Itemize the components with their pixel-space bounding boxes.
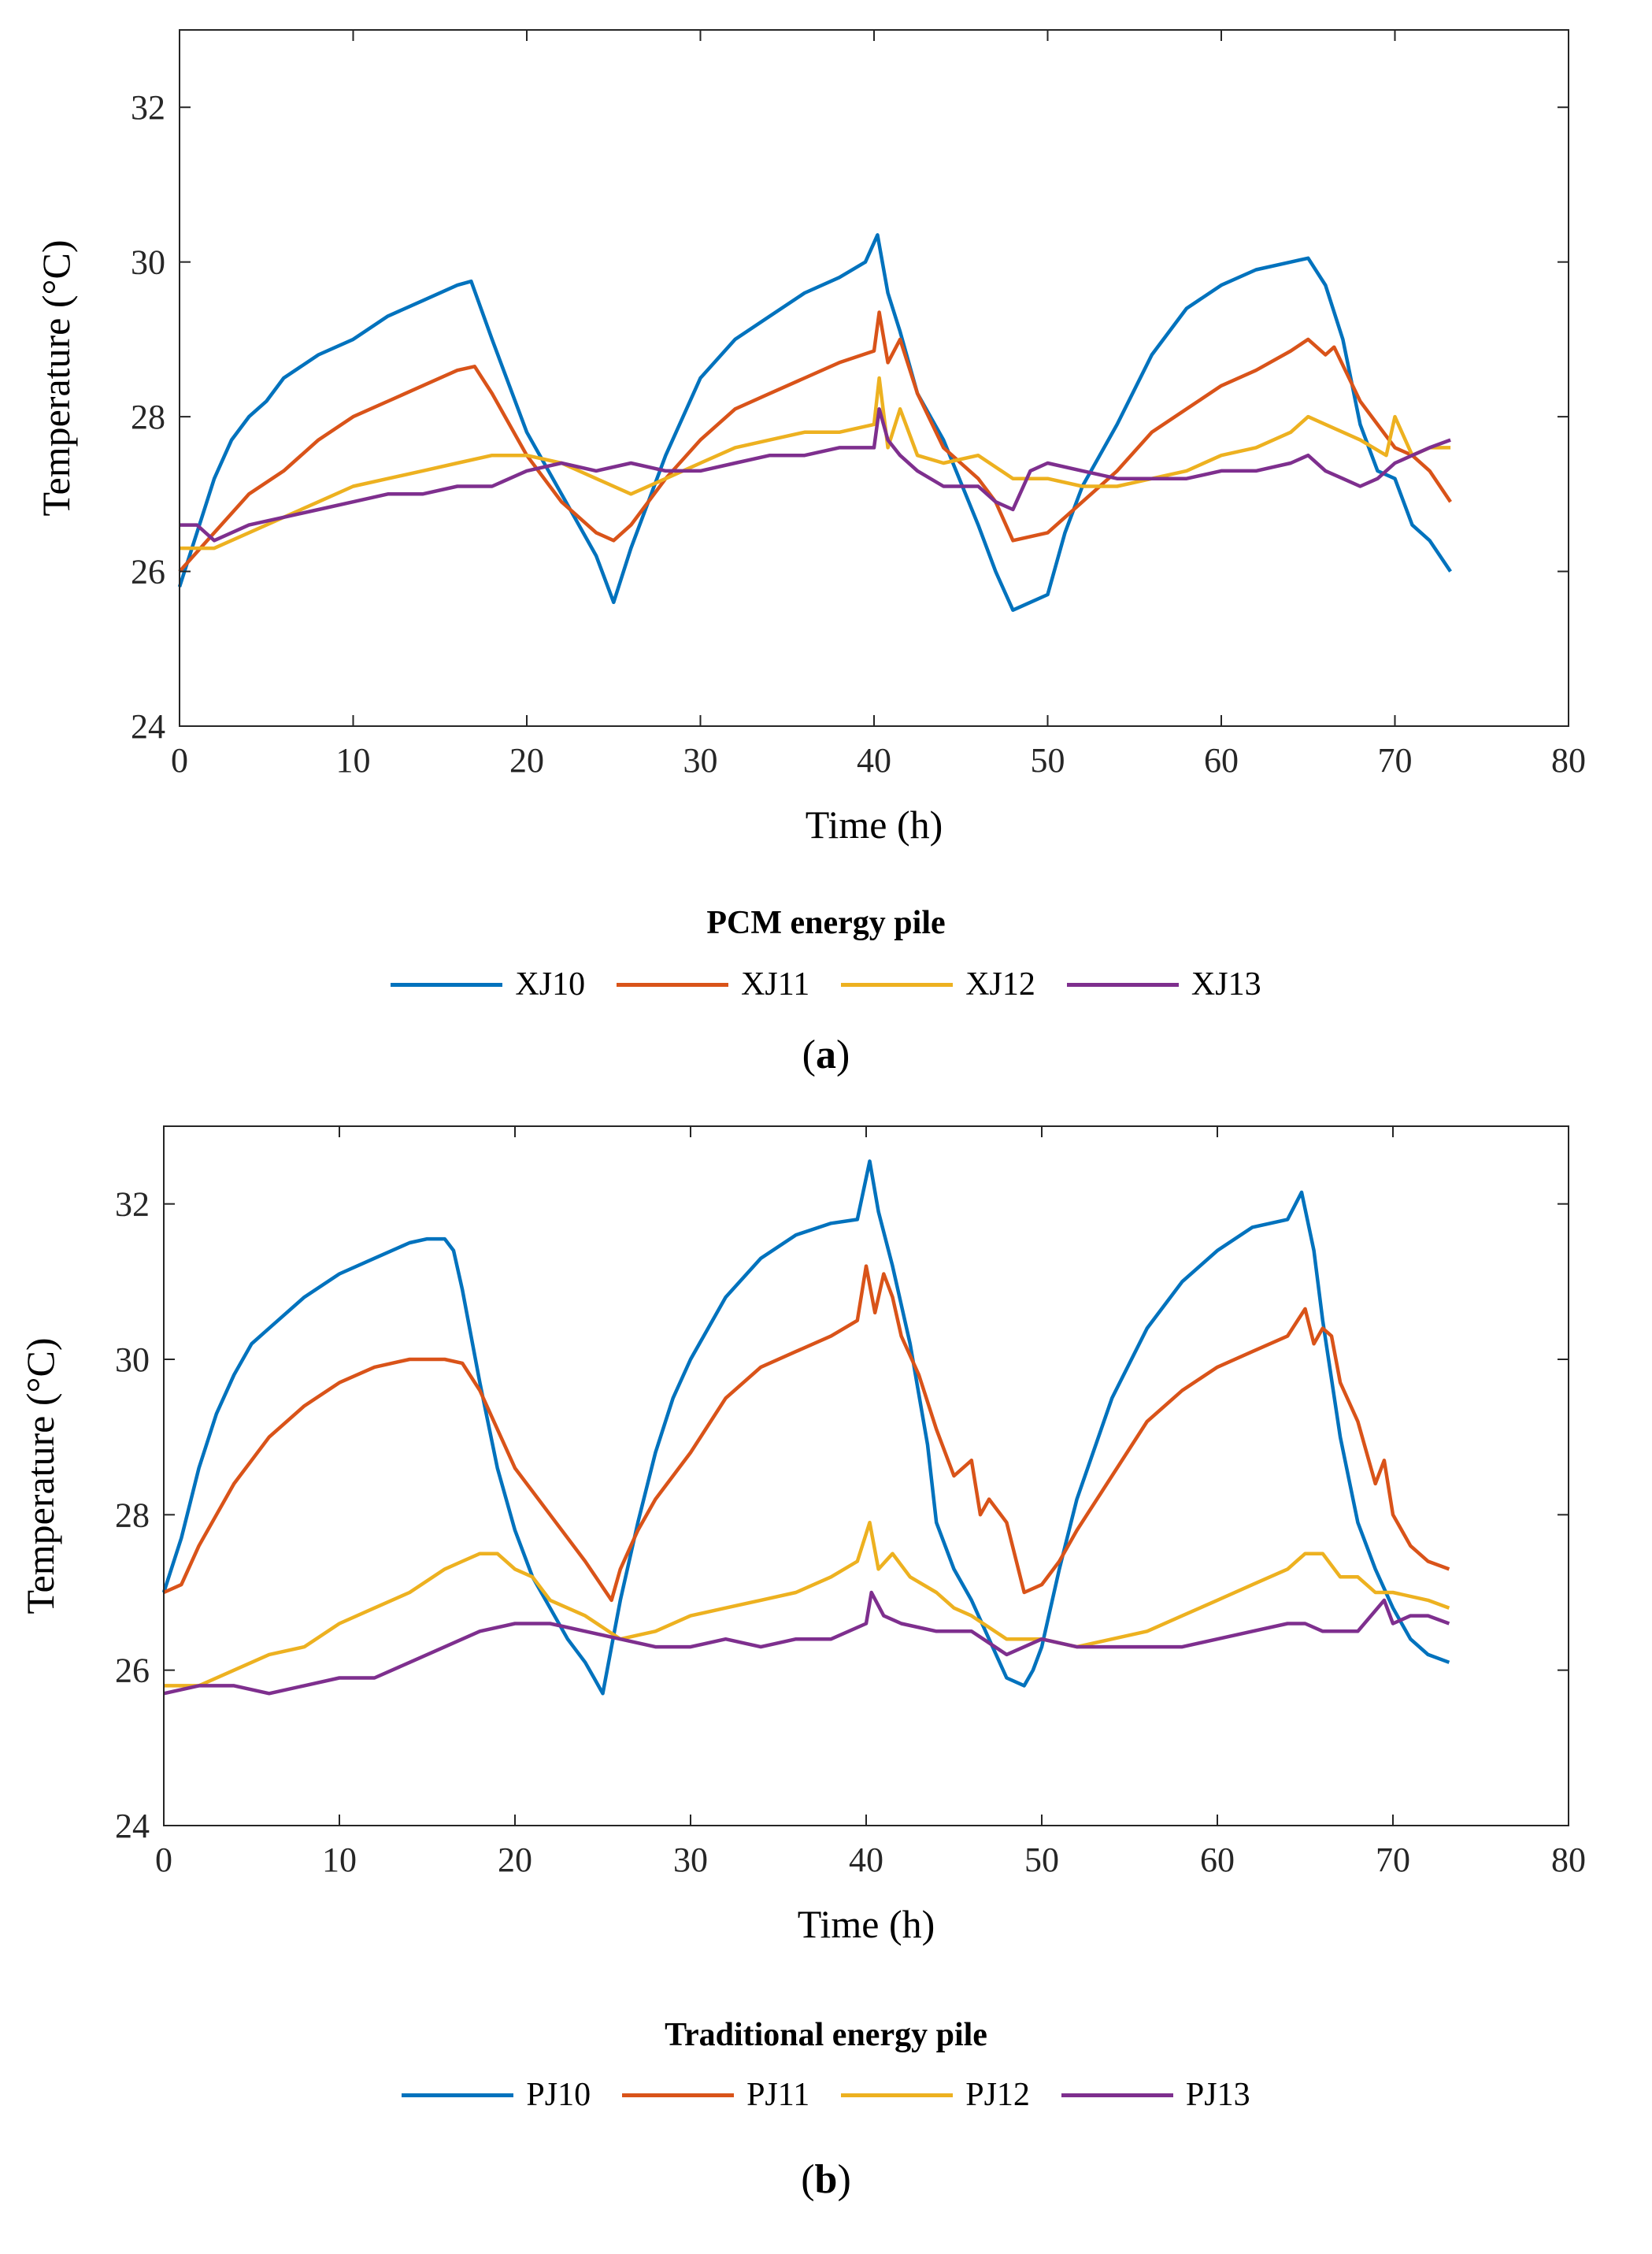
legend-item-xj10: XJ10 — [391, 966, 585, 1003]
legend-item-xj13: XJ13 — [1066, 966, 1261, 1003]
series-line-xj11 — [178, 310, 1452, 573]
y-tick-label: 28 — [115, 1496, 150, 1534]
series-line-xj13 — [180, 407, 1451, 543]
x-tick-label: 70 — [1376, 1841, 1410, 1879]
y-tick-label: 28 — [131, 398, 165, 436]
series-line-pj13 — [163, 1590, 1450, 1696]
axes-box — [163, 1125, 1569, 1826]
legend-item-xj12: XJ12 — [841, 966, 1035, 1003]
legend-item-pj10: PJ10 — [402, 2076, 591, 2114]
x-tick-label: 0 — [155, 1841, 172, 1879]
y-tick-label: 24 — [131, 707, 165, 746]
series-line-pj12 — [164, 1520, 1450, 1688]
x-tick-label: 0 — [171, 741, 188, 780]
legend-swatch — [617, 982, 729, 987]
legend-swatch — [1066, 982, 1179, 987]
legend-label: PJ10 — [526, 2077, 591, 2113]
legend-item-xj11: XJ11 — [617, 966, 809, 1003]
x-tick-label: 60 — [1204, 741, 1239, 780]
y-tick-label: 24 — [115, 1807, 150, 1845]
x-tick-label: 30 — [683, 741, 718, 780]
x-tick-label: 10 — [336, 741, 371, 780]
legend-label: PJ12 — [965, 2077, 1030, 2113]
legend-item-pj11: PJ11 — [622, 2076, 809, 2114]
legend-swatch — [1061, 2093, 1173, 2097]
panel-b: 0 10 20 30 40 50 60 70 80 24 26 28 30 32 Time (h) Tempe… — [0, 1118, 1652, 2254]
legend-item-pj13: PJ13 — [1061, 2076, 1250, 2114]
x-tick-label: 60 — [1200, 1841, 1235, 1879]
legend-swatch — [391, 982, 503, 987]
x-axis-label: Time (h) — [806, 803, 943, 847]
x-tick-label: 80 — [1551, 741, 1586, 780]
x-tick-label: 40 — [849, 1841, 883, 1879]
plot-lines — [177, 233, 1452, 612]
legend-item-pj12: PJ12 — [841, 2076, 1030, 2114]
y-axis-label: Temperature (°C) — [18, 1337, 62, 1614]
series-line-pj10 — [161, 1159, 1450, 1696]
y-tick-label: 32 — [131, 88, 165, 127]
legend-a: XJ10 XJ11 XJ12 XJ13 — [0, 966, 1652, 1003]
x-tick-label: 40 — [857, 741, 891, 780]
x-tick-label: 50 — [1024, 1841, 1059, 1879]
x-tick-label: 10 — [322, 1841, 357, 1879]
axes-box — [179, 29, 1569, 727]
x-tick-label: 20 — [498, 1841, 532, 1879]
x-tick-label: 30 — [673, 1841, 708, 1879]
y-axis-label: Temperature (°C) — [34, 239, 78, 516]
x-tick-label: 20 — [509, 741, 544, 780]
panel-caption-a: (a) — [802, 1032, 850, 1077]
legend-title-a: PCM energy pile — [706, 905, 946, 941]
legend-swatch — [841, 982, 954, 987]
legend-label: XJ12 — [965, 966, 1035, 1003]
panel-a: 0 10 20 30 40 50 60 70 80 24 26 28 30 32 Time (h) Tempe… — [0, 0, 1652, 1118]
legend-title-b: Traditional energy pile — [665, 2017, 987, 2053]
x-tick-label: 50 — [1031, 741, 1065, 780]
chart-b: 0 10 20 30 40 50 60 70 80 24 26 28 30 32 Time (h) Tempe… — [18, 1125, 1586, 1946]
legend-label: XJ11 — [741, 966, 810, 1003]
legend-swatch — [622, 2093, 735, 2097]
y-tick-label: 30 — [131, 243, 165, 282]
legend-swatch — [841, 2093, 954, 2097]
series-line-xj12 — [180, 376, 1451, 551]
legend-label: XJ10 — [515, 966, 586, 1003]
x-tick-label: 80 — [1551, 1841, 1586, 1879]
legend-label: PJ11 — [746, 2077, 810, 2113]
legend-b: PJ10 PJ11 PJ12 PJ13 — [0, 2076, 1652, 2114]
panel-caption-b: (b) — [801, 2157, 851, 2202]
y-tick-label: 32 — [115, 1185, 150, 1224]
y-tick-label: 30 — [115, 1340, 150, 1379]
series-line-xj10 — [177, 233, 1452, 612]
chart-a: 0 10 20 30 40 50 60 70 80 24 26 28 30 32 Time (h) Tempe… — [34, 29, 1586, 847]
legend-label: PJ13 — [1185, 2077, 1250, 2113]
y-tick-label: 26 — [131, 553, 165, 591]
x-tick-label: 70 — [1378, 741, 1413, 780]
legend-label: XJ13 — [1191, 966, 1261, 1003]
plot-lines — [161, 1159, 1450, 1696]
series-line-pj11 — [163, 1264, 1450, 1603]
x-axis-label: Time (h) — [798, 1902, 935, 1946]
y-tick-label: 26 — [115, 1652, 150, 1690]
legend-swatch — [402, 2093, 514, 2097]
